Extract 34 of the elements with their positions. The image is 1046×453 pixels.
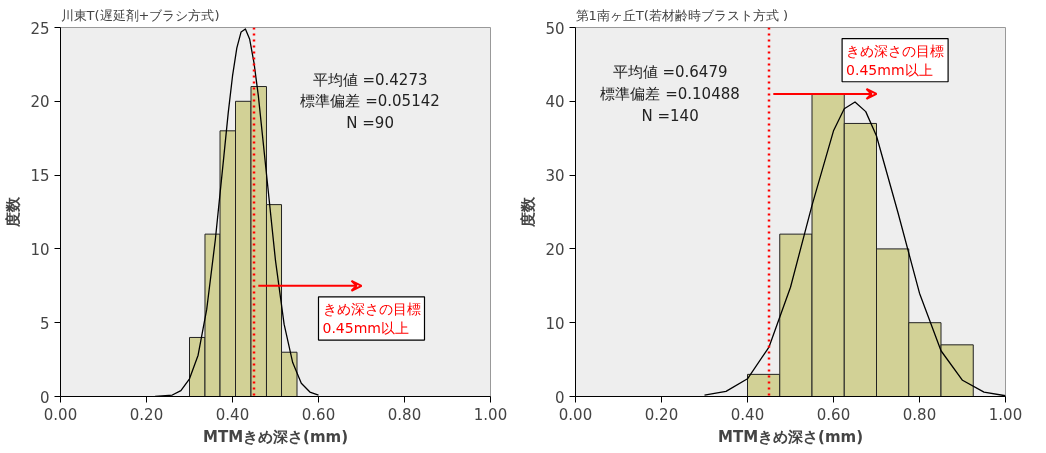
y-tick-label: 5 — [39, 314, 50, 333]
x-tick-label: 1.00 — [473, 405, 508, 424]
y-tick-label: 0 — [554, 388, 565, 407]
x-tick-label: 0.80 — [902, 405, 937, 424]
y-tick-label: 50 — [545, 19, 565, 38]
y-tick-label: 10 — [545, 314, 565, 333]
x-axis-title: MTMきめ深さ(mm) — [717, 427, 864, 446]
chart-title: 川東T(遅延剤+ブラシ方式) — [60, 7, 220, 23]
y-axis-title: 度数 — [519, 196, 538, 228]
y-tick-label: 25 — [30, 19, 50, 38]
y-tick-label: 40 — [545, 93, 565, 112]
x-tick-label: 0.20 — [129, 405, 164, 424]
chart-title: 第1南ヶ丘T(若材齢時ブラスト方式 ) — [575, 7, 788, 23]
x-tick-label: 0.60 — [816, 405, 851, 424]
x-tick-label: 0.60 — [301, 405, 336, 424]
x-tick-label: 0.00 — [558, 405, 593, 424]
x-tick-label: 0.20 — [644, 405, 679, 424]
y-tick-label: 20 — [545, 240, 565, 259]
y-axis-title: 度数 — [4, 196, 23, 228]
x-tick-label: 0.40 — [215, 405, 250, 424]
y-tick-label: 0 — [39, 388, 50, 407]
annotation: 平均値 =0.6479 標準偏差 =0.10488 N =140 — [600, 63, 740, 125]
annotation: 平均値 =0.4273 標準偏差 =0.05142 N =90 — [300, 70, 440, 132]
ref-line-label: きめ深さの目標 0.45mm以上 — [846, 42, 945, 78]
x-tick-label: 0.80 — [387, 405, 422, 424]
y-tick-label: 30 — [545, 167, 565, 186]
x-tick-label: 0.00 — [43, 405, 78, 424]
y-tick-label: 15 — [30, 167, 50, 186]
ref-line-label: きめ深さの目標 0.45mm以上 — [322, 300, 421, 337]
x-tick-label: 1.00 — [988, 405, 1023, 424]
x-axis-title: MTMきめ深さ(mm) — [202, 427, 349, 446]
x-tick-label: 0.40 — [730, 405, 765, 424]
y-tick-label: 20 — [30, 93, 50, 112]
y-tick-label: 10 — [30, 240, 50, 259]
